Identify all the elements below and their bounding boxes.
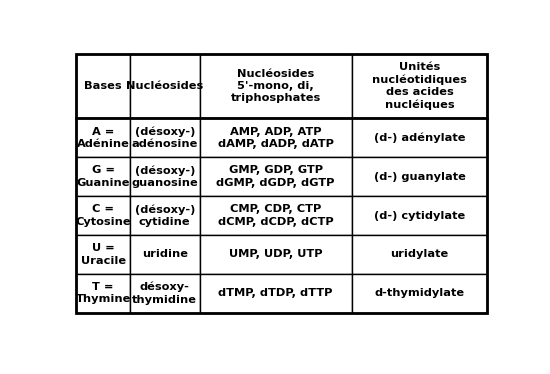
Bar <box>200 196 352 235</box>
Bar <box>200 157 352 196</box>
Text: A =
Adénine: A = Adénine <box>76 126 130 149</box>
Text: Bases: Bases <box>84 81 122 91</box>
Bar <box>130 274 200 313</box>
Text: dTMP, dTDP, dTTP: dTMP, dTDP, dTTP <box>218 288 333 298</box>
Bar <box>76 157 130 196</box>
Text: Nucléosides: Nucléosides <box>126 81 204 91</box>
Text: Nucléosides
5'-mono, di,
triphosphates: Nucléosides 5'-mono, di, triphosphates <box>230 68 321 103</box>
Bar <box>200 235 352 274</box>
Bar <box>130 157 200 196</box>
Text: d-thymidylate: d-thymidylate <box>375 288 465 298</box>
Bar <box>76 53 130 118</box>
Text: GMP, GDP, GTP
dGMP, dGDP, dGTP: GMP, GDP, GTP dGMP, dGDP, dGTP <box>217 165 335 188</box>
Text: (désoxy-)
adénosine: (désoxy-) adénosine <box>131 126 198 149</box>
Bar <box>352 53 487 118</box>
Bar <box>352 157 487 196</box>
Text: désoxy-
thymidine: désoxy- thymidine <box>132 282 197 305</box>
Bar <box>352 235 487 274</box>
Text: AMP, ADP, ATP
dAMP, dADP, dATP: AMP, ADP, ATP dAMP, dADP, dATP <box>218 126 334 149</box>
Bar <box>352 196 487 235</box>
Bar <box>352 118 487 157</box>
Bar <box>76 235 130 274</box>
Bar <box>130 196 200 235</box>
Bar <box>200 274 352 313</box>
Text: uridylate: uridylate <box>390 249 449 260</box>
Bar <box>76 196 130 235</box>
Bar <box>76 118 130 157</box>
Text: G =
Guanine: G = Guanine <box>76 165 130 188</box>
Text: (désoxy-)
cytidine: (désoxy-) cytidine <box>135 204 195 227</box>
Text: C =
Cytosine: C = Cytosine <box>75 204 131 227</box>
Text: Unités
nucléotidiques
des acides
nucléiques: Unités nucléotidiques des acides nucléiq… <box>372 62 467 110</box>
Bar <box>200 53 352 118</box>
Text: uridine: uridine <box>142 249 188 260</box>
Text: UMP, UDP, UTP: UMP, UDP, UTP <box>229 249 322 260</box>
Text: (désoxy-)
guanosine: (désoxy-) guanosine <box>131 165 198 188</box>
Text: (d-) guanylate: (d-) guanylate <box>373 172 465 182</box>
Bar <box>130 118 200 157</box>
Bar <box>200 118 352 157</box>
Bar <box>76 274 130 313</box>
Bar <box>130 53 200 118</box>
Bar <box>130 235 200 274</box>
Text: (d-) adénylate: (d-) adénylate <box>374 132 465 143</box>
Bar <box>352 274 487 313</box>
Text: CMP, CDP, CTP
dCMP, dCDP, dCTP: CMP, CDP, CTP dCMP, dCDP, dCTP <box>218 204 334 227</box>
Text: T =
Thymine: T = Thymine <box>75 282 131 304</box>
Text: (d-) cytidylate: (d-) cytidylate <box>374 211 465 221</box>
Text: U =
Uracile: U = Uracile <box>80 243 126 266</box>
